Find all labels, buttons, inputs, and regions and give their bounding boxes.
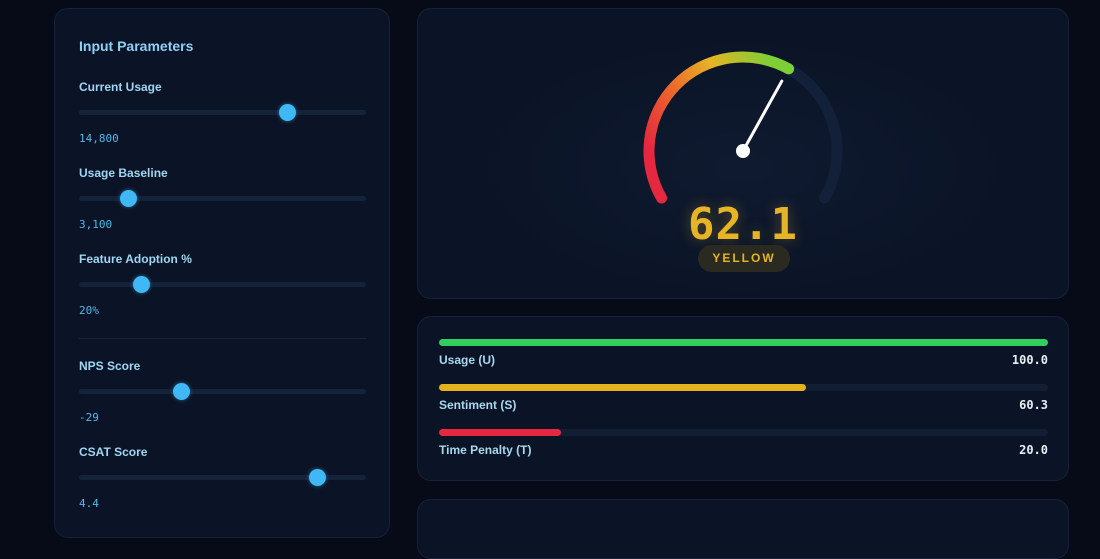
gauge-hub xyxy=(736,144,750,158)
param-label: Usage Baseline xyxy=(79,166,168,180)
param-label: NPS Score xyxy=(79,359,141,373)
health-score-gauge-panel: 62.1 YELLOW xyxy=(417,8,1069,299)
param-value: 4.4 xyxy=(79,497,99,510)
component-bar-track xyxy=(439,339,1048,346)
param-label: CSAT Score xyxy=(79,445,148,459)
usage-baseline-slider[interactable] xyxy=(79,190,366,207)
param-value: 20% xyxy=(79,304,99,317)
section-divider xyxy=(79,338,367,339)
component-value: 100.0 xyxy=(1011,353,1048,367)
gauge-needle xyxy=(741,79,784,153)
param-label: Feature Adoption % xyxy=(79,252,192,266)
slider-thumb[interactable] xyxy=(172,383,190,400)
component-label: Sentiment (S) xyxy=(439,398,517,412)
bottom-panel xyxy=(417,499,1069,559)
component-value: 60.3 xyxy=(1019,398,1048,412)
component-value: 20.0 xyxy=(1019,443,1048,457)
component-label: Time Penalty (T) xyxy=(439,443,532,457)
slider-thumb[interactable] xyxy=(279,104,297,121)
csat-score-slider[interactable] xyxy=(79,469,366,486)
score-components-panel: Usage (U) 100.0 Sentiment (S) 60.3 Time … xyxy=(417,316,1069,481)
input-parameters-panel: Input Parameters Current Usage 14,800 Us… xyxy=(54,8,390,538)
component-bar-fill xyxy=(439,384,807,391)
param-value: 3,100 xyxy=(79,218,113,231)
slider-thumb[interactable] xyxy=(309,469,327,486)
component-bar-fill xyxy=(439,339,1048,346)
param-label: Current Usage xyxy=(79,80,162,94)
gauge xyxy=(643,51,843,204)
param-value: 14,800 xyxy=(79,132,119,145)
param-value: -29 xyxy=(79,411,99,424)
feature-adoption-slider[interactable] xyxy=(79,276,366,293)
panel-title: Input Parameters xyxy=(79,38,194,54)
current-usage-slider[interactable] xyxy=(79,104,366,121)
slider-thumb[interactable] xyxy=(132,276,150,293)
status-badge: YELLOW xyxy=(698,245,790,272)
component-bar-track xyxy=(439,429,1048,436)
component-bar-track xyxy=(439,384,1048,391)
health-score-value: 62.1 xyxy=(688,199,798,250)
gauge-fill-arc xyxy=(643,51,795,204)
component-label: Usage (U) xyxy=(439,353,496,367)
component-bar-fill xyxy=(439,429,561,436)
nps-score-slider[interactable] xyxy=(79,383,366,400)
slider-thumb[interactable] xyxy=(119,190,137,207)
